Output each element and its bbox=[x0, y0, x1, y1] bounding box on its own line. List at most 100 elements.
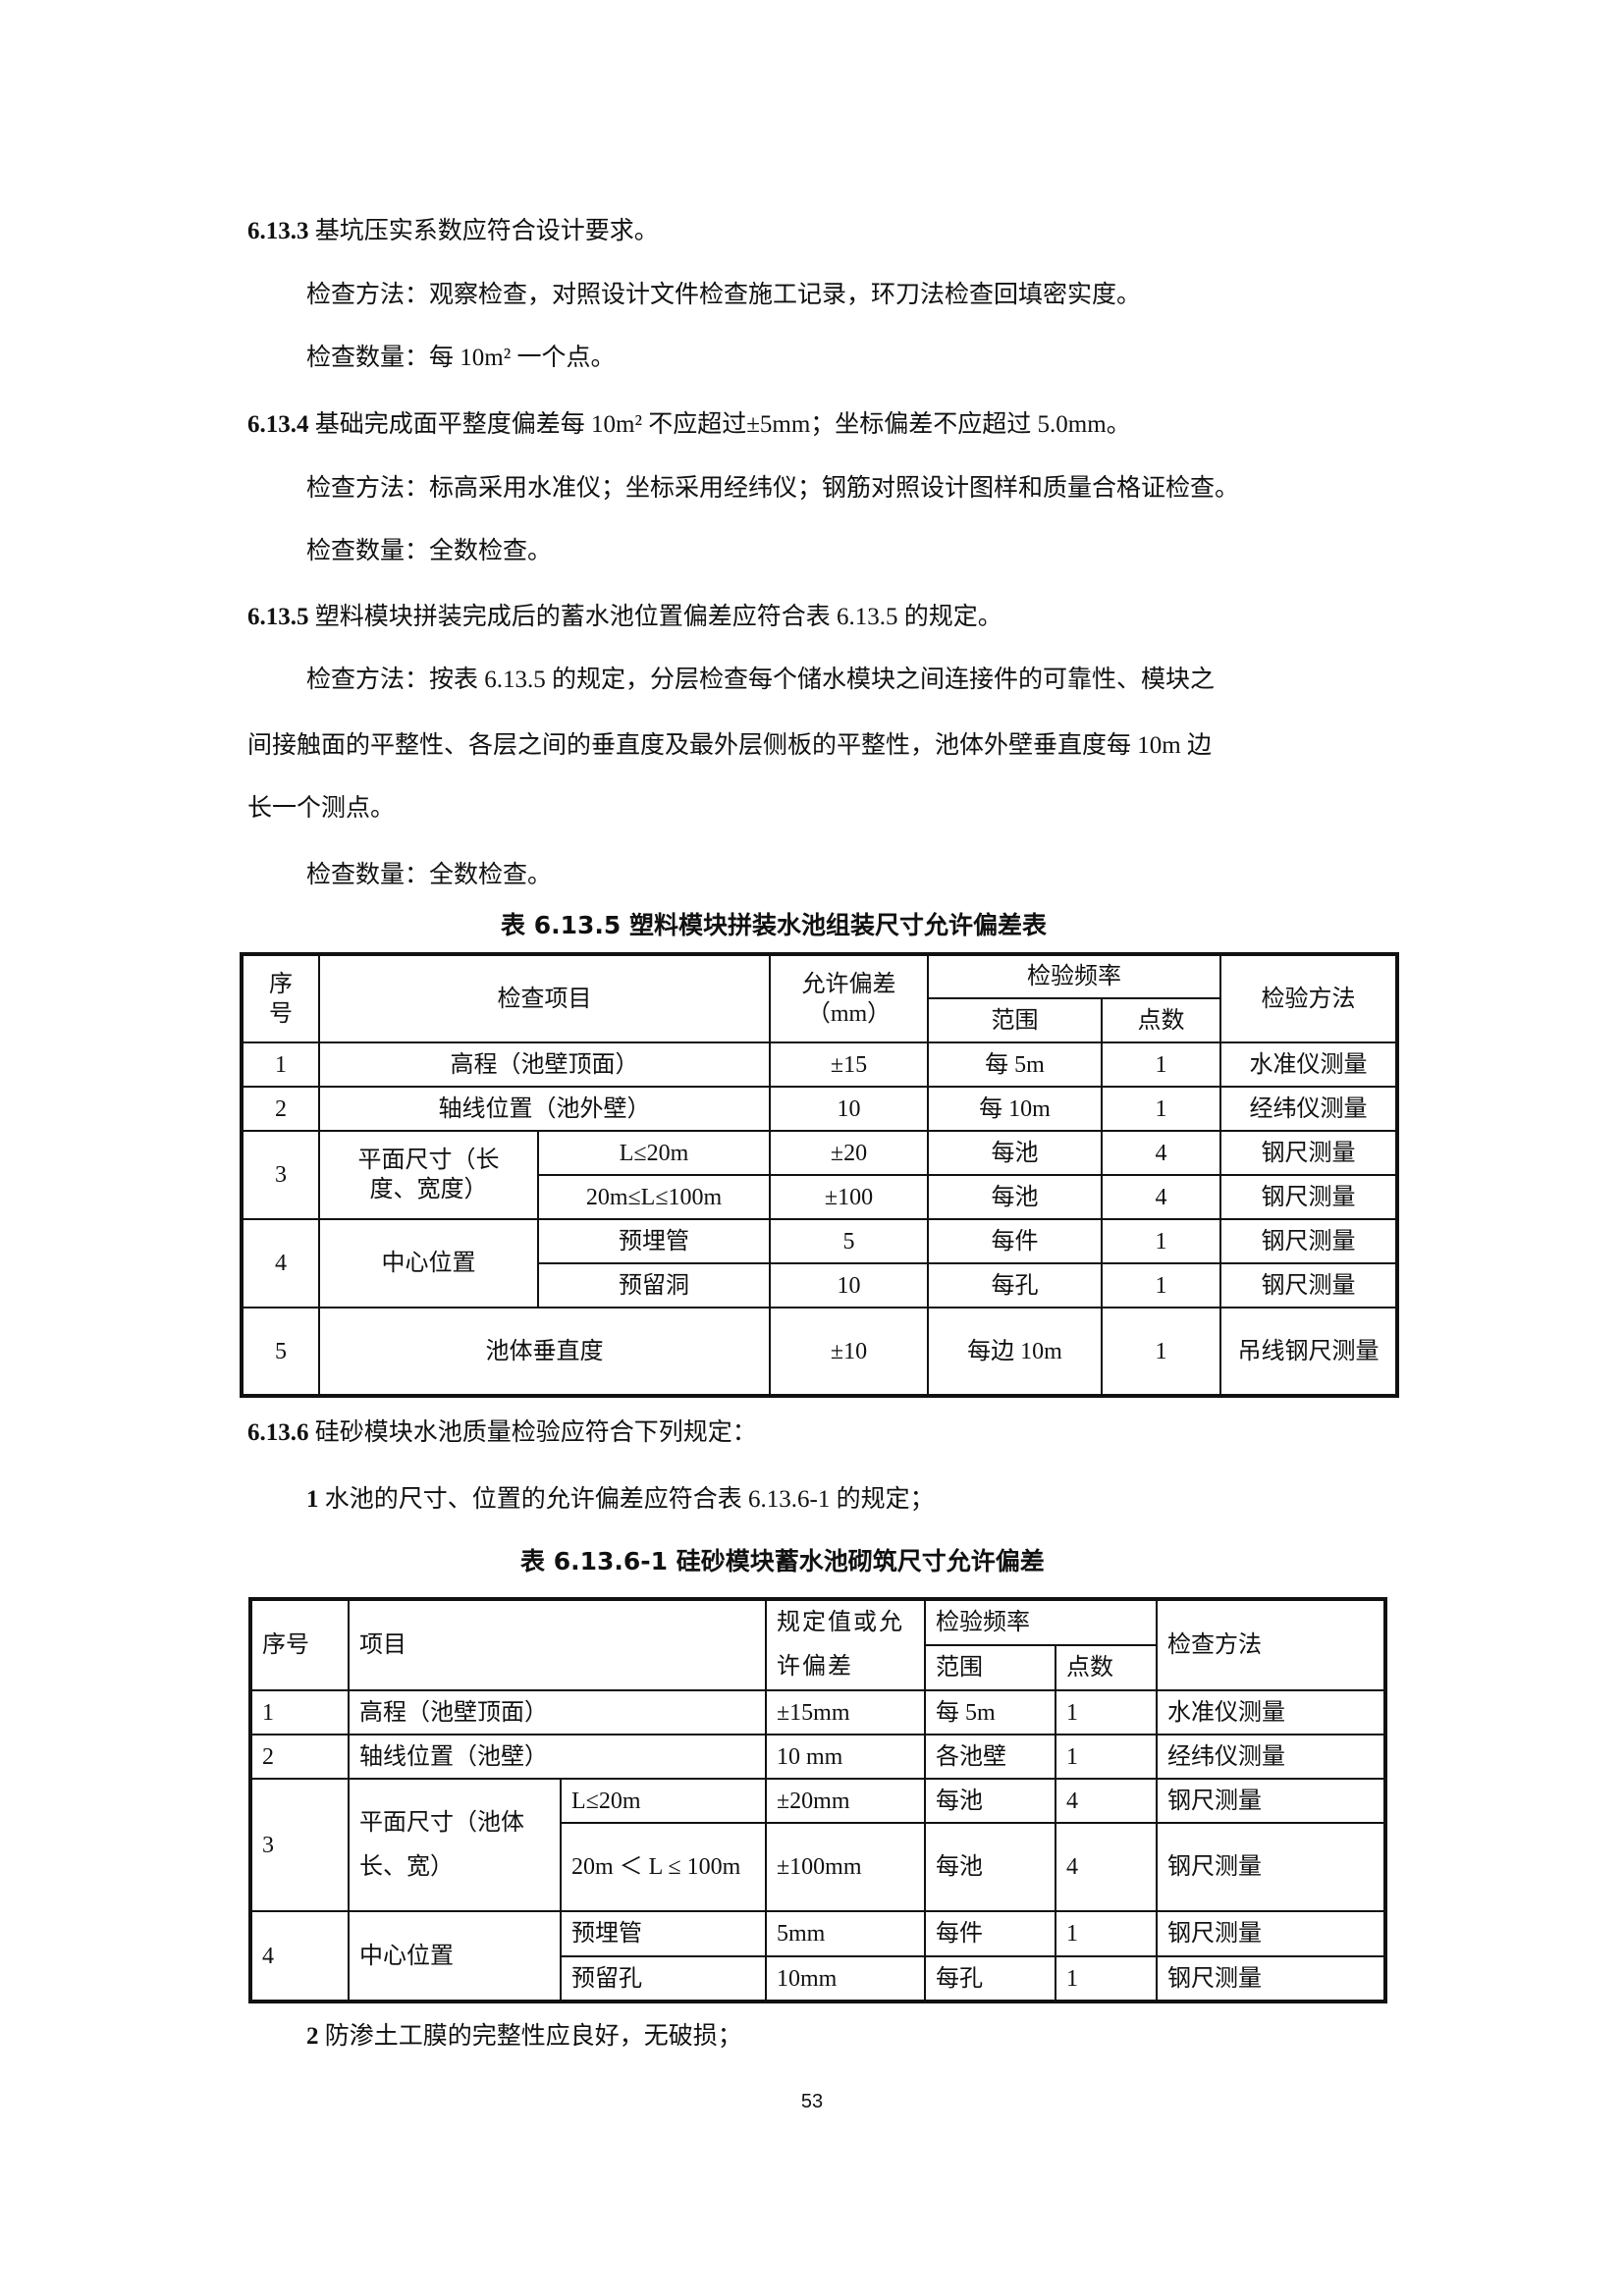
cell-points: 1 bbox=[1055, 1955, 1158, 2002]
clause-number: 6.13.3 bbox=[247, 218, 309, 244]
cell-range: 各池壁 bbox=[924, 1734, 1056, 1780]
cell-seq: 3 bbox=[241, 1130, 320, 1220]
cell-method: 钢尺测量 bbox=[1156, 1778, 1386, 1824]
table-row: 4 中心位置 预埋管 5 每件 1 钢尺测量 bbox=[241, 1218, 1398, 1308]
cell-method: 钢尺测量 bbox=[1219, 1262, 1398, 1308]
cell-item: 平面尺寸（长度、宽度） bbox=[318, 1130, 539, 1220]
paragraph: 检查数量：全数检查。 bbox=[306, 538, 553, 564]
paragraph: 检查方法：观察检查，对照设计文件检查施工记录，环刀法检查回填密实度。 bbox=[306, 282, 1142, 308]
cell-subitem: 预留孔 bbox=[560, 1955, 767, 2002]
header-range: 范围 bbox=[924, 1644, 1056, 1691]
cell-seq: 1 bbox=[249, 1689, 350, 1735]
cell-seq: 1 bbox=[241, 1041, 320, 1088]
cell-item: 高程（池壁顶面） bbox=[318, 1041, 771, 1088]
cell-item: 池体垂直度 bbox=[318, 1307, 771, 1397]
cell-method: 钢尺测量 bbox=[1156, 1955, 1386, 2002]
cell-seq: 2 bbox=[249, 1734, 350, 1780]
cell-item: 高程（池壁顶面） bbox=[348, 1689, 767, 1735]
header-tol: 允许偏差 （mm） bbox=[769, 953, 929, 1043]
table-6-13-6-1: 序号 项目 规定值或允许偏差 检验频率 检查方法 范围 点数 1 高程（池壁顶面… bbox=[248, 1597, 1387, 2003]
header-freq: 检验频率 bbox=[927, 953, 1221, 999]
cell-seq: 5 bbox=[241, 1307, 320, 1397]
item-2: 2 防渗土工膜的完整性应良好，无破损； bbox=[306, 2022, 742, 2052]
cell-points: 4 bbox=[1101, 1130, 1221, 1176]
cell-points: 1 bbox=[1101, 1218, 1221, 1264]
item-number: 1 bbox=[306, 1486, 319, 1513]
clause-text: 硅砂模块水池质量检验应符合下列规定： bbox=[308, 1419, 757, 1446]
paragraph: 长一个测点。 bbox=[247, 795, 396, 822]
cell-tol: ±15mm bbox=[765, 1689, 926, 1735]
cell-method: 钢尺测量 bbox=[1219, 1218, 1398, 1264]
item-text: 水池的尺寸、位置的允许偏差应符合表 6.13.6-1 的规定； bbox=[318, 1486, 935, 1513]
cell-points: 4 bbox=[1055, 1822, 1158, 1912]
cell-subitem: 预埋管 bbox=[537, 1218, 771, 1264]
item-number: 2 bbox=[306, 2023, 319, 2050]
cell-seq: 4 bbox=[249, 1910, 350, 2002]
cell-range: 每件 bbox=[927, 1218, 1103, 1264]
cell-tol: 10mm bbox=[765, 1955, 926, 2002]
table-header-row: 序号 检查项目 允许偏差 （mm） 检验频率 检验方法 bbox=[241, 953, 1398, 1043]
cell-tol: 10 mm bbox=[765, 1734, 926, 1780]
cell-points: 1 bbox=[1101, 1041, 1221, 1088]
cell-item: 平面尺寸（池体长、宽） bbox=[348, 1778, 562, 1912]
cell-method: 钢尺测量 bbox=[1219, 1130, 1398, 1176]
table-row: 预留孔 10mm 每孔 1 钢尺测量 bbox=[250, 1955, 1386, 2002]
cell-tol: ±100mm bbox=[765, 1822, 926, 1912]
cell-method: 钢尺测量 bbox=[1219, 1174, 1398, 1220]
paragraph: 检查数量：全数检查。 bbox=[306, 862, 553, 888]
paragraph: 检查数量：每 10m² 一个点。 bbox=[306, 345, 616, 371]
cell-tol: 10 bbox=[769, 1262, 929, 1308]
cell-method: 经纬仪测量 bbox=[1156, 1734, 1386, 1780]
cell-subitem: 20m≤L≤100m bbox=[537, 1174, 771, 1220]
header-method: 检查方法 bbox=[1156, 1598, 1386, 1691]
cell-range: 每边 10m bbox=[927, 1307, 1103, 1397]
cell-range: 每池 bbox=[927, 1174, 1103, 1220]
clause-text: 基坑压实系数应符合设计要求。 bbox=[308, 218, 659, 244]
paragraph: 检查方法：标高采用水准仪；坐标采用经纬仪；钢筋对照设计图样和质量合格证检查。 bbox=[306, 475, 1240, 502]
cell-subitem: 预埋管 bbox=[560, 1910, 767, 1957]
table-6-13-5: 序号 检查项目 允许偏差 （mm） 检验频率 检验方法 范围 点数 1 高程（池壁… bbox=[240, 952, 1399, 1398]
item-text: 防渗土工膜的完整性应良好，无破损； bbox=[318, 2023, 742, 2050]
cell-range: 每孔 bbox=[924, 1955, 1056, 2002]
page-number: 53 bbox=[800, 2091, 824, 2112]
cell-range: 每孔 bbox=[927, 1262, 1103, 1308]
header-item: 项目 bbox=[348, 1598, 767, 1691]
tol-label: 允许偏差 bbox=[801, 971, 896, 997]
cell-points: 1 bbox=[1055, 1910, 1158, 1957]
table-row: 5 池体垂直度 ±10 每边 10m 1 吊线钢尺测量 bbox=[241, 1307, 1398, 1397]
table-row: 4 中心位置 预埋管 5mm 每件 1 钢尺测量 bbox=[249, 1910, 1386, 2002]
cell-item: 中心位置 bbox=[348, 1910, 562, 2002]
table-row: 3 平面尺寸（长度、宽度） L≤20m ±20 每池 4 钢尺测量 bbox=[241, 1130, 1398, 1220]
table-row: 1 高程（池壁顶面） ±15 每 5m 1 水准仪测量 bbox=[241, 1041, 1398, 1088]
header-points: 点数 bbox=[1055, 1644, 1158, 1691]
clause-text: 塑料模块拼装完成后的蓄水池位置偏差应符合表 6.13.5 的规定。 bbox=[308, 604, 1002, 630]
header-range: 范围 bbox=[927, 997, 1103, 1043]
header-seq: 序号 bbox=[241, 953, 320, 1043]
header-method: 检验方法 bbox=[1219, 953, 1398, 1043]
table-row: 1 高程（池壁顶面） ±15mm 每 5m 1 水准仪测量 bbox=[249, 1689, 1386, 1735]
cell-subitem: 预留洞 bbox=[537, 1262, 771, 1308]
header-freq: 检验频率 bbox=[924, 1598, 1158, 1646]
header-item: 检查项目 bbox=[318, 953, 771, 1043]
clause-number: 6.13.5 bbox=[247, 604, 309, 630]
cell-tol: ±10 bbox=[769, 1307, 929, 1397]
header-tol: 规定值或允许偏差 bbox=[765, 1598, 926, 1691]
cell-seq: 4 bbox=[241, 1218, 320, 1308]
cell-method: 水准仪测量 bbox=[1156, 1689, 1386, 1735]
table-row: 预留洞 10 每孔 1 钢尺测量 bbox=[242, 1262, 1398, 1308]
cell-points: 1 bbox=[1101, 1086, 1221, 1132]
table-header-row: 范围 点数 bbox=[250, 1644, 1385, 1691]
cell-range: 每件 bbox=[924, 1910, 1056, 1957]
cell-tol: ±20mm bbox=[765, 1778, 926, 1824]
cell-method: 经纬仪测量 bbox=[1219, 1086, 1398, 1132]
cell-range: 每池 bbox=[924, 1822, 1056, 1912]
clause-6-13-5: 6.13.5 塑料模块拼装完成后的蓄水池位置偏差应符合表 6.13.5 的规定。 bbox=[247, 603, 1002, 632]
cell-tol: 10 bbox=[769, 1086, 929, 1132]
clause-6-13-3: 6.13.3 基坑压实系数应符合设计要求。 bbox=[247, 217, 659, 246]
cell-range: 每 5m bbox=[927, 1041, 1103, 1088]
cell-item: 中心位置 bbox=[318, 1218, 539, 1308]
cell-subitem: L≤20m bbox=[537, 1130, 771, 1176]
cell-range: 每 10m bbox=[927, 1086, 1103, 1132]
paragraph: 间接触面的平整性、各层之间的垂直度及最外层侧板的平整性，池体外壁垂直度每 10m… bbox=[247, 732, 1212, 759]
table1-caption: 表 6.13.5 塑料模块拼装水池组装尺寸允许偏差表 bbox=[501, 911, 1047, 939]
